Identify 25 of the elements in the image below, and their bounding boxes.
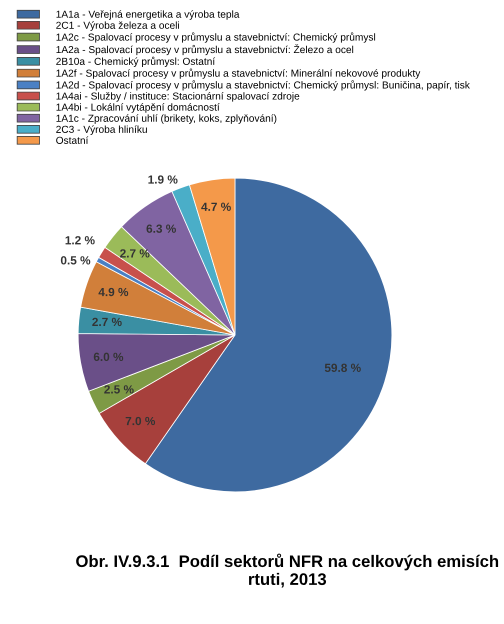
legend-label: 1A2d - Spalovací procesy v průmyslu a stavebnictví: Chemický průmysl: Buničina, papír, tisk <box>56 80 470 91</box>
data-label: 1.2 % <box>66 236 95 244</box>
data-label: 1.9 % <box>148 175 178 184</box>
data-label: 6.3 % <box>146 224 176 233</box>
legend-label: 1A4ai - Služby / instituce: Stacionární spalovací zdroje <box>56 92 300 102</box>
legend-label: 1A4bi - Lokální vytápění domácností <box>56 103 220 113</box>
data-label: 6.0 % <box>94 352 124 362</box>
legend-label: 2C3 - Výroba hliníku <box>56 125 147 135</box>
legend-label: 1A1c - Zpracování uhlí (brikety, koks, zplyňování) <box>56 114 276 124</box>
legend-label: 1A2a - Spalovací procesy v průmyslu a stavebnictví: Železo a ocel <box>56 44 354 56</box>
data-label: 2.7 % <box>92 318 122 326</box>
legend-label: Ostatní <box>56 136 88 144</box>
legend-label: 2C1 - Výroba železa a oceli <box>56 21 180 31</box>
legend-label: 1A1a - Veřejná energetika a výroba tepla <box>56 10 240 20</box>
data-label: 4.7 % <box>201 202 231 211</box>
data-label: 7.0 % <box>126 416 156 426</box>
data-label: 2.5 % <box>104 385 134 394</box>
legend-label: 1A2f - Spalovací procesy v průmyslu a stavebnictví: Minerální nekovové produkty <box>56 68 420 79</box>
data-label: 0.5 % <box>60 256 90 265</box>
text: Obr. IV.9.3.1 Podíl sektorů NFR na celkových emisích rtuti, 2013 <box>76 554 498 588</box>
legend-label: 1A2c - Spalovací procesy v průmyslu a stavebnictví: Chemický průmysl <box>56 32 376 43</box>
data-label: 59.8 % <box>324 364 361 372</box>
legend-label: 2B10a - Chemický průmysl: Ostatní <box>56 56 216 67</box>
data-label: 2.7 % <box>120 249 150 258</box>
data-label: 4.9 % <box>98 288 128 296</box>
